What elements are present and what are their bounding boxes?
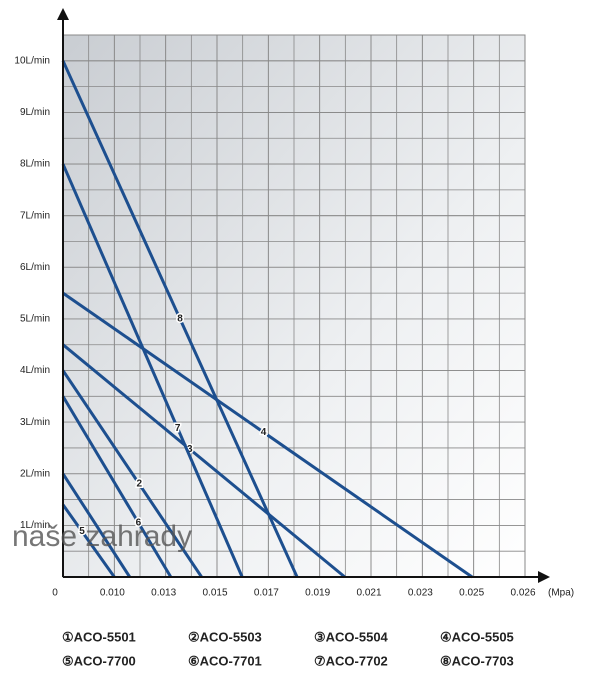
legend-entry: ③ACO-5504 (314, 629, 389, 644)
y-tick-label: 4L/min (20, 365, 50, 376)
x-tick-label: 0.023 (408, 588, 433, 599)
x-tick-label: 0.013 (151, 588, 176, 599)
series-line (61, 163, 244, 578)
legend-entry: ④ACO-5505 (440, 629, 514, 644)
line-label: 8 (177, 314, 183, 325)
x-axis-arrow (538, 571, 550, 583)
x-axis-label: (Mpa) (548, 588, 574, 599)
y-axis-arrow (57, 8, 69, 20)
series-line (61, 395, 173, 578)
x-tick-label: 0.026 (510, 588, 535, 599)
line-label: 4 (261, 427, 267, 438)
y-tick-label: 8L/min (20, 159, 50, 170)
legend-entry: ①ACO-5501 (62, 629, 136, 644)
line-label: 2 (136, 479, 142, 490)
line-label: 6 (136, 517, 142, 528)
x-tick-label: 0 (52, 588, 58, 599)
line-label: 7 (175, 423, 181, 434)
y-tick-label: 2L/min (20, 468, 50, 479)
series-line (61, 472, 131, 578)
legend-entry: ⑤ACO-7700 (62, 653, 136, 668)
legend-entry: ⑥ACO-7701 (188, 653, 262, 668)
legend-entry: ②ACO-5503 (188, 629, 262, 644)
series-line (62, 291, 473, 579)
series-line (61, 369, 203, 578)
x-tick-label: 0.021 (356, 588, 381, 599)
y-tick-label: 3L/min (20, 417, 50, 428)
line-label: 5 (79, 526, 85, 537)
legend-entry: ⑦ACO-7702 (314, 653, 388, 668)
watermark: naše zahrady (12, 520, 192, 553)
lines: 2 3 4 5 6 7 8 (61, 60, 473, 579)
x-tick-label: 0.017 (254, 588, 279, 599)
line-label: 3 (187, 444, 193, 455)
x-tick-label: 0.019 (305, 588, 330, 599)
x-tick-label: 0.025 (459, 588, 484, 599)
y-tick-label: 9L/min (20, 107, 50, 118)
series-line (61, 60, 299, 578)
y-tick-label: 6L/min (20, 262, 50, 273)
y-tick-label: 5L/min (20, 314, 50, 325)
legend-entry: ⑧ACO-7703 (440, 653, 514, 668)
series-line (62, 343, 346, 579)
series-line (61, 503, 116, 578)
x-tick-label: 0.015 (202, 588, 227, 599)
y-tick-label: 7L/min (20, 210, 50, 221)
y-tick-label: 1L/min (20, 520, 50, 531)
y-tick-label: 10L/min (14, 55, 50, 66)
x-tick-label: 0.010 (100, 588, 125, 599)
